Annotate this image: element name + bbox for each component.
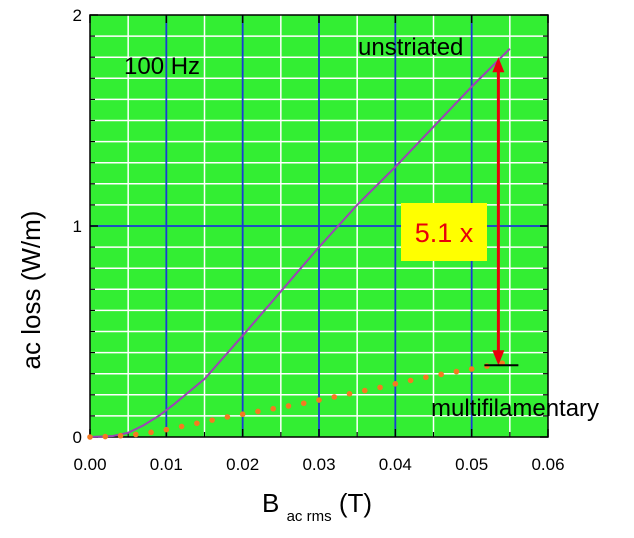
ratio-arrow-head-down (492, 350, 505, 366)
x-axis-title-unit: (T) (339, 488, 372, 518)
series-label-multifilamentary: multifilamentary (431, 395, 599, 422)
y-tick-label: 2 (73, 6, 82, 25)
x-tick-label: 0.03 (302, 455, 335, 474)
data-point (102, 433, 109, 440)
y-tick-labels: 0 1 2 (73, 6, 82, 447)
x-axis-title-subscript: ac rms (287, 508, 332, 525)
x-tick-label: 0.05 (455, 455, 488, 474)
data-point (285, 403, 292, 409)
data-point (255, 408, 261, 415)
data-point (239, 411, 246, 418)
x-tick-label: 0.00 (73, 455, 106, 474)
y-tick-label: 0 (73, 428, 82, 447)
ratio-annotation: 5.1 x (401, 57, 519, 367)
data-point (148, 429, 154, 436)
y-axis-title: ac loss (W/m) (16, 211, 46, 370)
x-tick-label: 0.06 (531, 455, 564, 474)
data-point (377, 384, 383, 391)
data-point (392, 381, 399, 387)
x-axis-title-main: B (262, 488, 279, 518)
data-point (87, 434, 93, 440)
data-point (133, 431, 139, 438)
y-tick-label: 1 (73, 217, 82, 236)
x-tick-labels: 0.00 0.01 0.02 0.03 0.04 0.05 0.06 (73, 455, 564, 474)
data-point (331, 394, 338, 400)
tick-marks (89, 14, 549, 438)
data-point (300, 400, 307, 407)
data-point (438, 371, 444, 378)
data-point (163, 426, 170, 433)
data-point (117, 432, 124, 439)
data-point (224, 414, 231, 420)
x-tick-label: 0.01 (150, 455, 183, 474)
data-point (362, 387, 368, 394)
data-point (194, 420, 200, 427)
data-point (423, 374, 429, 381)
major-grid (90, 15, 548, 437)
ratio-arrow-head-up (492, 57, 505, 73)
x-tick-label: 0.02 (226, 455, 259, 474)
data-point (468, 366, 475, 372)
ratio-label: 5.1 x (415, 218, 474, 248)
data-point (346, 390, 353, 397)
series-label-unstriated: unstriated (358, 34, 463, 61)
series-line-unstriated (89, 48, 511, 438)
data-point (178, 423, 185, 430)
data-point (453, 368, 460, 375)
data-point (407, 377, 414, 384)
series-unstriated (89, 48, 511, 438)
x-axis-title: B ac rms (T) (262, 488, 372, 527)
data-point (209, 417, 215, 423)
frequency-label: 100 Hz (124, 53, 200, 80)
data-point (316, 397, 322, 403)
ratio-box (401, 203, 487, 261)
data-point (270, 405, 277, 412)
x-tick-label: 0.04 (379, 455, 412, 474)
